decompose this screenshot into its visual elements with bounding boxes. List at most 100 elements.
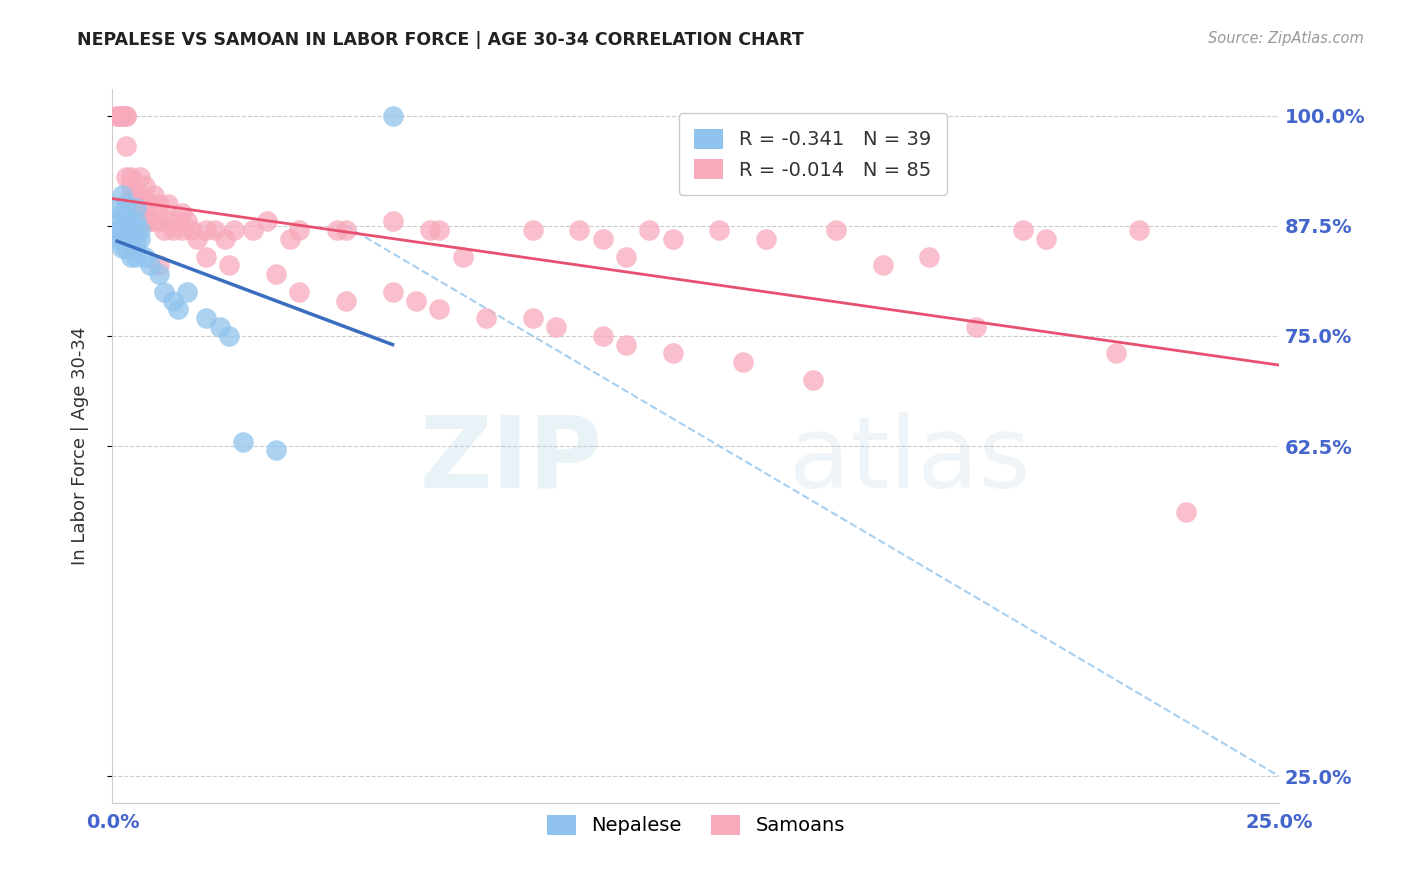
Point bbox=[129, 170, 152, 185]
Point bbox=[172, 205, 194, 219]
Point bbox=[1128, 223, 1150, 237]
Text: atlas: atlas bbox=[789, 412, 1031, 508]
Point bbox=[218, 259, 240, 273]
Point bbox=[153, 223, 176, 237]
Point bbox=[111, 109, 134, 123]
Point bbox=[475, 311, 498, 326]
Point bbox=[139, 196, 162, 211]
Point bbox=[153, 285, 176, 299]
Point bbox=[186, 232, 208, 246]
Point bbox=[208, 320, 231, 334]
Point bbox=[105, 214, 128, 228]
Point bbox=[105, 223, 128, 237]
Point bbox=[115, 109, 138, 123]
Point bbox=[115, 139, 138, 153]
Point bbox=[614, 250, 637, 264]
Point bbox=[194, 250, 217, 264]
Point bbox=[148, 214, 170, 228]
Point bbox=[157, 214, 180, 228]
Point bbox=[965, 320, 987, 334]
Point bbox=[264, 267, 287, 281]
Point bbox=[288, 223, 311, 237]
Point bbox=[214, 232, 236, 246]
Point bbox=[115, 170, 138, 185]
Point bbox=[125, 196, 148, 211]
Point bbox=[256, 214, 278, 228]
Point bbox=[381, 109, 404, 123]
Point bbox=[125, 188, 148, 202]
Point bbox=[242, 223, 264, 237]
Point bbox=[157, 196, 180, 211]
Point bbox=[111, 205, 134, 219]
Point bbox=[661, 346, 683, 360]
Point bbox=[661, 232, 683, 246]
Point bbox=[143, 188, 166, 202]
Point bbox=[522, 223, 544, 237]
Point bbox=[755, 232, 778, 246]
Point bbox=[129, 232, 152, 246]
Point bbox=[232, 434, 254, 449]
Point bbox=[427, 223, 450, 237]
Point bbox=[111, 232, 134, 246]
Point bbox=[1035, 232, 1057, 246]
Point bbox=[278, 232, 301, 246]
Point bbox=[166, 214, 188, 228]
Point bbox=[125, 241, 148, 255]
Point bbox=[111, 109, 134, 123]
Point bbox=[115, 109, 138, 123]
Point bbox=[544, 320, 567, 334]
Point bbox=[162, 223, 184, 237]
Point bbox=[111, 109, 134, 123]
Point bbox=[115, 241, 138, 255]
Point bbox=[451, 250, 474, 264]
Point bbox=[522, 311, 544, 326]
Point bbox=[115, 196, 138, 211]
Point bbox=[111, 223, 134, 237]
Point bbox=[120, 232, 142, 246]
Point bbox=[381, 214, 404, 228]
Point bbox=[872, 259, 894, 273]
Point bbox=[1011, 223, 1033, 237]
Point bbox=[381, 285, 404, 299]
Point bbox=[120, 188, 142, 202]
Point bbox=[129, 223, 152, 237]
Point bbox=[325, 223, 347, 237]
Point bbox=[405, 293, 427, 308]
Point bbox=[125, 223, 148, 237]
Point bbox=[115, 232, 138, 246]
Point bbox=[1105, 346, 1128, 360]
Point bbox=[134, 179, 156, 194]
Point bbox=[125, 232, 148, 246]
Point bbox=[918, 250, 941, 264]
Point bbox=[335, 293, 357, 308]
Point bbox=[592, 329, 614, 343]
Point bbox=[148, 196, 170, 211]
Point bbox=[162, 293, 184, 308]
Text: NEPALESE VS SAMOAN IN LABOR FORCE | AGE 30-34 CORRELATION CHART: NEPALESE VS SAMOAN IN LABOR FORCE | AGE … bbox=[77, 31, 804, 49]
Point bbox=[125, 214, 148, 228]
Point bbox=[105, 232, 128, 246]
Point bbox=[1175, 505, 1198, 519]
Point bbox=[148, 267, 170, 281]
Point bbox=[148, 259, 170, 273]
Point bbox=[111, 188, 134, 202]
Point bbox=[139, 214, 162, 228]
Point bbox=[134, 196, 156, 211]
Text: ZIP: ZIP bbox=[420, 412, 603, 508]
Point bbox=[176, 285, 198, 299]
Point bbox=[111, 241, 134, 255]
Point bbox=[176, 214, 198, 228]
Point bbox=[194, 223, 217, 237]
Point bbox=[335, 223, 357, 237]
Point bbox=[129, 188, 152, 202]
Point bbox=[614, 337, 637, 351]
Point bbox=[825, 223, 848, 237]
Point bbox=[115, 223, 138, 237]
Point bbox=[427, 302, 450, 317]
Point bbox=[166, 302, 188, 317]
Point bbox=[801, 373, 824, 387]
Point bbox=[709, 223, 731, 237]
Point bbox=[120, 179, 142, 194]
Point bbox=[125, 250, 148, 264]
Point bbox=[120, 214, 142, 228]
